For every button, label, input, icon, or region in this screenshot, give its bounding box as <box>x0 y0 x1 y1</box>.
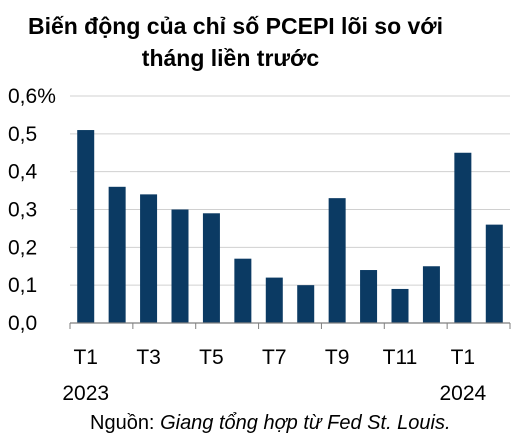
year-label: 2023 <box>62 382 109 405</box>
bar <box>77 130 95 323</box>
y-tick-label: 0,4 <box>8 161 38 184</box>
x-tick-label: T7 <box>262 346 287 369</box>
bar <box>454 152 472 323</box>
bar <box>485 224 503 323</box>
x-tick-label: T3 <box>136 346 161 369</box>
bar <box>171 209 189 323</box>
bar <box>140 194 158 323</box>
bar <box>202 213 220 323</box>
x-tick-label: T1 <box>73 346 98 369</box>
bar <box>360 270 378 323</box>
y-tick-label: 0,2 <box>8 236 37 259</box>
x-tick-label: T1 <box>451 346 476 369</box>
chart-title-line1: Biến động của chỉ số PCEPI lõi so với <box>27 13 444 39</box>
x-tick-label: T5 <box>199 346 224 369</box>
source-label: Nguồn: <box>90 412 161 434</box>
year-label: 2024 <box>439 382 486 405</box>
bar <box>422 266 440 323</box>
bar <box>297 285 315 323</box>
bar <box>265 277 283 323</box>
x-tick-label: T11 <box>383 346 418 369</box>
y-tick-label: 0,1 <box>8 274 37 297</box>
x-tick-label: T9 <box>325 346 350 369</box>
bar <box>328 198 346 323</box>
y-tick-label: 0,5 <box>8 123 37 146</box>
bar <box>108 186 126 323</box>
bar <box>234 258 252 323</box>
y-tick-label: 0,6% <box>8 85 56 108</box>
source-note: Nguồn: Giang tổng hợp từ Fed St. Louis. <box>90 412 451 435</box>
chart-title: Biến động của chỉ số PCEPI lõi so với th… <box>0 10 531 74</box>
chart-title-line2: tháng liền trước <box>141 45 320 71</box>
source-text: Giang tổng hợp từ Fed St. Louis. <box>160 412 451 434</box>
y-tick-label: 0,0 <box>8 312 37 335</box>
y-tick-label: 0,3 <box>8 199 37 222</box>
bar <box>391 288 409 323</box>
bar-chart: 0,0 0,1 0,2 0,3 0,4 0,5 0,6% T1 T3 T5 T7 T9 T11 T1 202… <box>8 85 511 405</box>
